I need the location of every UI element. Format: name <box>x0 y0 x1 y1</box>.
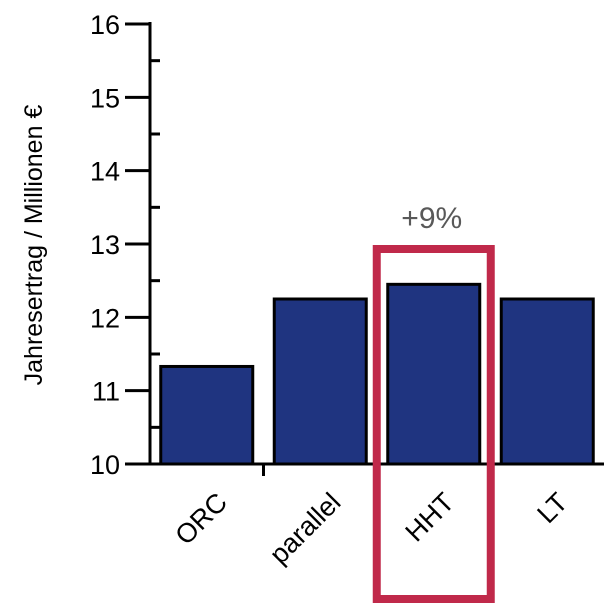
x-labels-group: ORC parallel HHT LT <box>169 487 573 570</box>
y-tick-label: 11 <box>92 377 120 407</box>
y-ticks-group: 10 11 12 13 14 15 16 <box>90 10 492 480</box>
y-tick-label: 14 <box>90 157 120 187</box>
y-tick-label: 16 <box>90 10 120 40</box>
x-tick-label: parallel <box>264 487 347 570</box>
highlight-box <box>372 245 495 603</box>
x-tick-label: LT <box>531 487 573 529</box>
y-tick-label: 10 <box>90 450 120 480</box>
highlight-annotation: +9% <box>401 202 462 235</box>
bar-lt <box>499 297 595 466</box>
bar-hht <box>386 282 482 466</box>
bars-group <box>159 282 595 466</box>
bar-orc <box>159 364 255 466</box>
y-tick-label: 15 <box>90 83 120 113</box>
y-tick-label: 13 <box>90 230 120 260</box>
x-tick-label: ORC <box>169 487 233 551</box>
bar-parallel <box>272 297 368 466</box>
y-tick-label: 12 <box>90 303 120 333</box>
x-tick-label: HHT <box>400 487 460 547</box>
y-axis-label: Jahresertrag / Millionen € <box>20 105 48 386</box>
